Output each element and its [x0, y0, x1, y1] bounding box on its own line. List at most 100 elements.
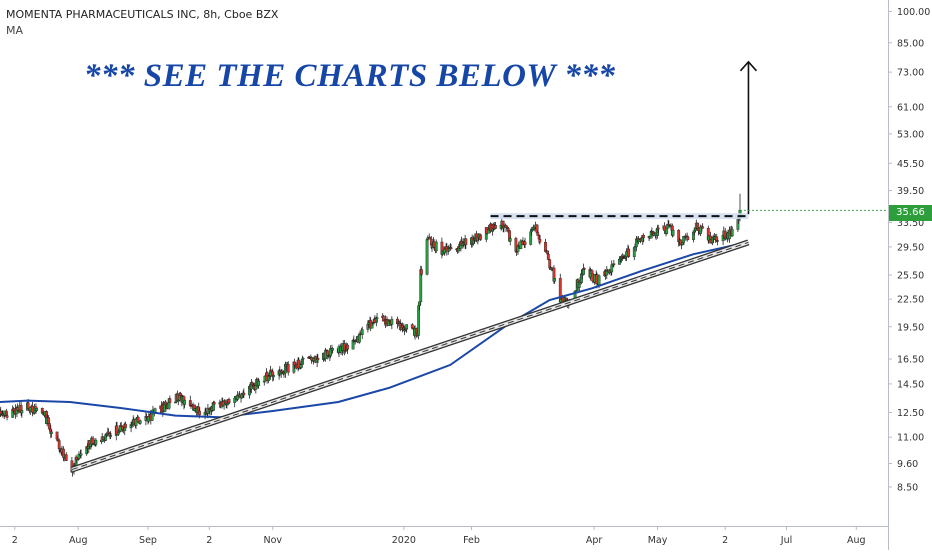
candle-body	[250, 382, 254, 386]
candle-body	[242, 392, 246, 396]
time-tick-label: Apr	[586, 535, 603, 546]
candle-body	[417, 301, 421, 306]
candle-body	[346, 344, 349, 350]
resistance-band	[490, 213, 749, 220]
candle-body	[179, 392, 182, 396]
candle	[642, 233, 645, 243]
candle-body	[464, 238, 468, 245]
candle-body	[254, 385, 258, 390]
candle-body	[425, 239, 429, 275]
candle	[375, 313, 379, 323]
candle-body	[656, 227, 660, 230]
time-tick-label: 2	[12, 535, 18, 546]
candle	[79, 449, 83, 459]
candle-body	[299, 364, 303, 368]
candle-body	[343, 350, 347, 352]
candle-body	[665, 227, 669, 234]
candle	[656, 224, 660, 234]
candle-body	[257, 380, 261, 386]
candle-body	[590, 270, 594, 274]
price-tick-label: 61.00	[897, 102, 924, 113]
candle-body	[686, 236, 690, 240]
candle	[109, 431, 113, 440]
price-tick-label: 73.00	[897, 68, 924, 79]
candle	[136, 415, 140, 424]
candle	[124, 421, 127, 429]
candle	[257, 378, 261, 389]
candle-body	[508, 238, 512, 242]
candle	[546, 252, 550, 261]
candle-body	[35, 407, 39, 411]
candle-body	[449, 247, 453, 250]
candle-body	[375, 317, 379, 319]
price-tick-label: 53.00	[897, 129, 924, 140]
candle	[529, 227, 533, 236]
candle-body	[420, 269, 423, 275]
candle	[331, 347, 335, 354]
candle-body	[212, 402, 216, 405]
candle	[236, 391, 239, 402]
candle	[494, 222, 497, 229]
candle-body	[138, 420, 142, 424]
price-tick-label: 16.50	[897, 354, 924, 365]
candle-body	[109, 435, 113, 437]
price-tick-label: 8.50	[897, 482, 918, 493]
candle	[612, 259, 616, 268]
candle-body	[506, 228, 510, 231]
candle-body	[50, 431, 53, 434]
time-tick-label: Aug	[69, 535, 88, 546]
candle-body	[94, 439, 98, 445]
candle	[316, 354, 320, 363]
candle-body	[198, 410, 201, 416]
candle-body	[553, 278, 557, 282]
moving-average-line[interactable]	[0, 243, 739, 419]
time-tick-label: Jul	[780, 535, 792, 546]
time-axis[interactable]: 2 Aug Sep 2 Nov 2020 Feb Apr May 2 Jul Aug	[0, 526, 888, 546]
price-axis[interactable]: 100.00 85.00 73.00 61.00 53.00 45.50 39.50 33.5…	[888, 0, 930, 550]
time-tick-label: Aug	[847, 535, 866, 546]
candle	[479, 235, 483, 241]
candle-body	[667, 224, 671, 226]
candle	[464, 238, 468, 250]
candle-body	[494, 225, 497, 229]
candle-body	[671, 229, 675, 236]
price-tick-label: 12.50	[897, 408, 924, 419]
candle	[701, 223, 705, 229]
candle	[183, 399, 187, 408]
candle-body	[610, 264, 614, 273]
candle-body	[538, 238, 542, 243]
candle-body	[56, 439, 60, 441]
candle-body	[20, 410, 24, 414]
candle	[390, 316, 394, 330]
candle	[506, 227, 510, 234]
candles-group	[0, 193, 742, 477]
indicator-label[interactable]: MA	[6, 24, 24, 37]
candle	[420, 266, 423, 276]
candle-body	[269, 369, 273, 372]
candle-body	[331, 348, 335, 351]
candle	[168, 395, 172, 404]
candle-body	[26, 402, 30, 409]
price-tick-label: 9.60	[897, 459, 918, 470]
candle-body	[47, 417, 51, 424]
candle-body	[523, 241, 527, 245]
candle-body	[574, 290, 578, 292]
candle	[64, 452, 68, 462]
candle	[686, 235, 690, 241]
candle	[523, 237, 527, 249]
candle-body	[286, 364, 290, 373]
candle	[242, 388, 246, 399]
banner-text: *** SEE THE CHARTS BELOW ***	[84, 58, 616, 94]
symbol-title[interactable]: MOMENTA PHARMACEUTICALS INC, 8h, Cboe BZ…	[6, 8, 279, 21]
candle-body	[401, 324, 404, 328]
candle-body	[293, 361, 296, 366]
candle	[381, 314, 385, 322]
candle-body	[360, 329, 364, 335]
candle-body	[701, 226, 705, 229]
candle	[508, 236, 512, 246]
candle-body	[405, 324, 409, 329]
candle	[35, 407, 39, 413]
candle-body	[134, 419, 138, 426]
